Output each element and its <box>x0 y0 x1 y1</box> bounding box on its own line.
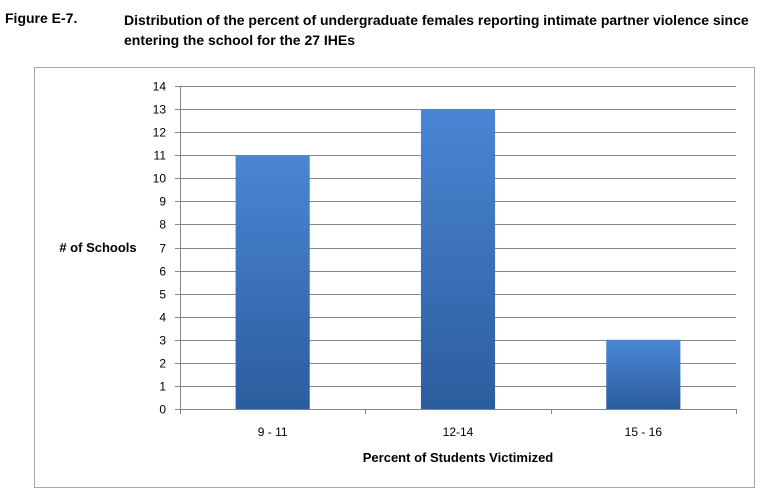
y-tick-label: 10 <box>153 172 167 186</box>
axes <box>175 86 737 414</box>
y-tick-label: 12 <box>153 126 167 140</box>
bar-1 <box>235 155 310 409</box>
x-tick-label: 9 - 11 <box>258 425 288 439</box>
y-tick-label: 2 <box>159 357 166 371</box>
figure-label: Figure E-7. <box>5 10 78 26</box>
y-tick-label: 1 <box>159 380 166 394</box>
y-tick-label: 6 <box>159 265 166 279</box>
x-tick-label: 15 - 16 <box>625 425 663 439</box>
y-tick-label: 11 <box>154 149 167 163</box>
figure-caption: Distribution of the percent of undergrad… <box>124 12 749 48</box>
y-tick-label: 9 <box>159 195 166 209</box>
bar-2 <box>420 109 496 410</box>
y-tick-label: 8 <box>159 218 166 232</box>
y-tick-label: 4 <box>159 311 166 325</box>
y-tick-label: 13 <box>153 103 167 117</box>
x-tick-label: 12-14 <box>443 425 474 439</box>
bar-3 <box>606 339 681 409</box>
y-tick-label: 0 <box>159 403 166 417</box>
chart-frame <box>34 67 755 488</box>
y-tick-label: 3 <box>159 334 166 348</box>
y-tick-label: 14 <box>153 80 167 94</box>
x-axis-title: Percent of Students Victimized <box>363 450 554 465</box>
y-axis-title: # of Schools <box>59 240 136 255</box>
bars <box>235 109 681 410</box>
y-tick-label: 5 <box>159 288 166 302</box>
y-tick-label: 7 <box>159 242 166 256</box>
